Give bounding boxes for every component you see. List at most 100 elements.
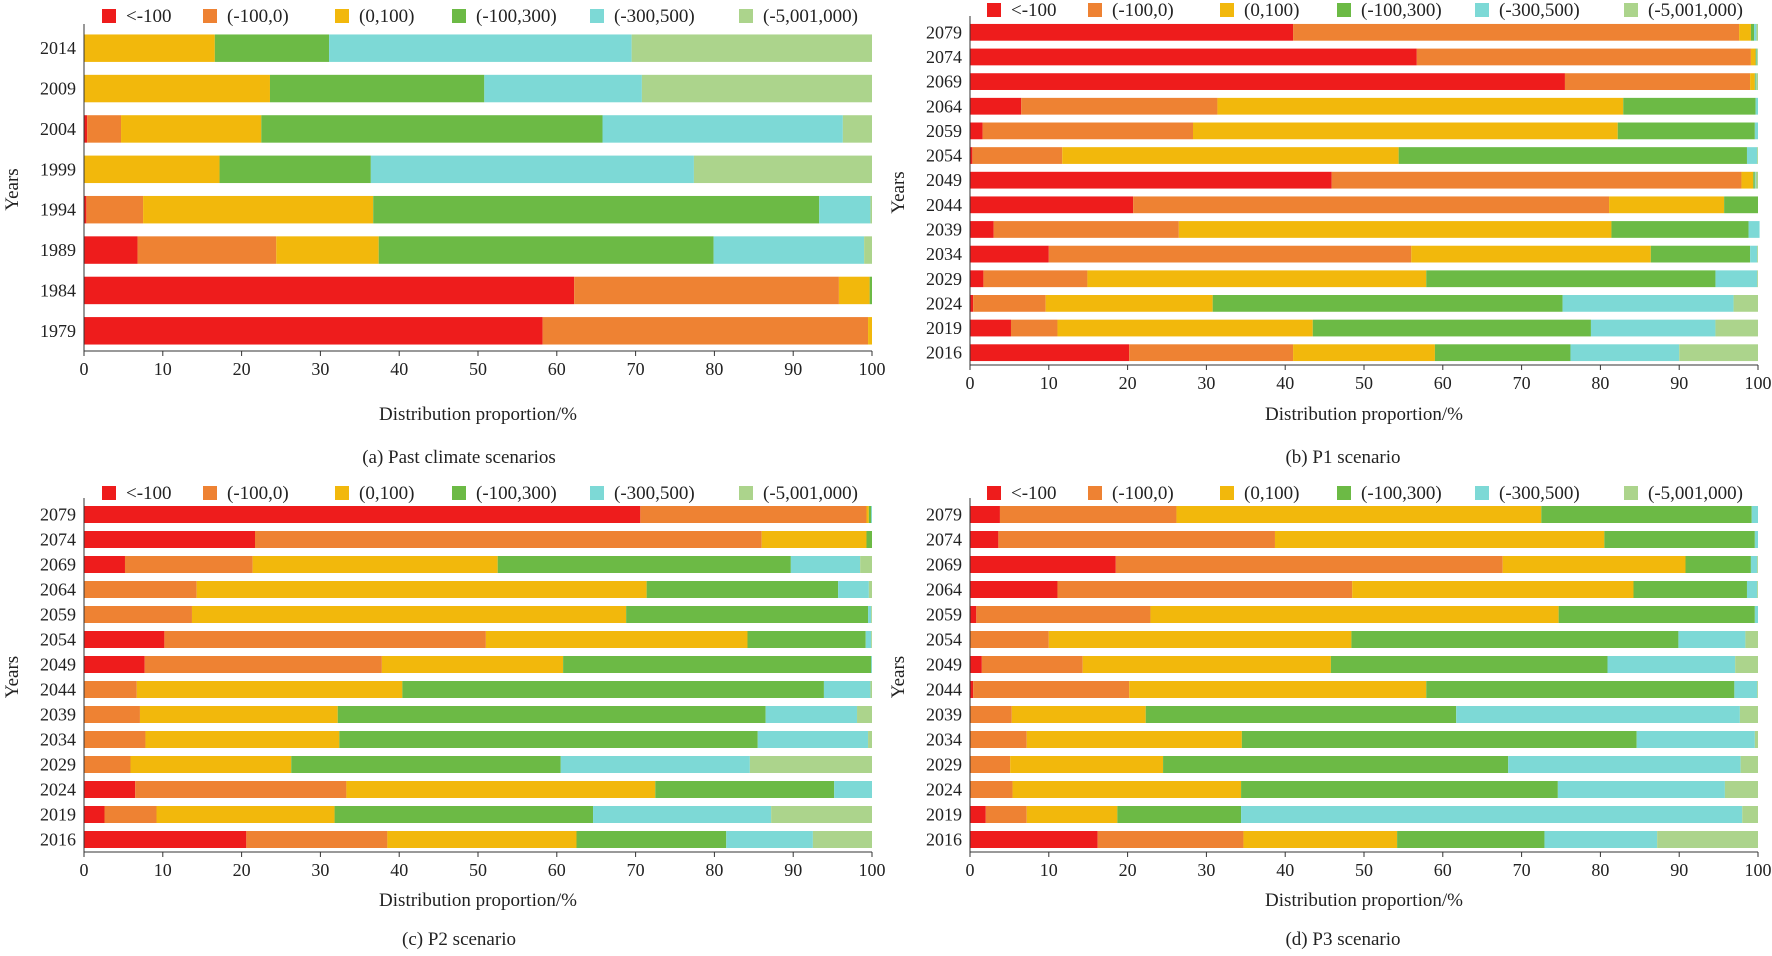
y-tick-label: 2029 bbox=[40, 755, 76, 775]
bar-segment bbox=[834, 781, 872, 798]
bar-segment bbox=[1757, 147, 1758, 164]
y-tick-label: 2069 bbox=[926, 555, 962, 575]
bar-segment bbox=[246, 831, 388, 848]
x-tick-label: 90 bbox=[784, 860, 802, 880]
legend-swatch bbox=[1624, 3, 1638, 17]
bar-segment bbox=[1426, 270, 1716, 288]
chart-panel-4: <-100 (-100,0) (0,100) (-100,300) (-300,500)… bbox=[888, 483, 1772, 950]
bar-segment bbox=[84, 74, 270, 103]
bar-segment bbox=[869, 276, 872, 305]
bar-segment bbox=[1502, 556, 1686, 573]
panel-caption: (b) P1 scenario bbox=[1285, 447, 1400, 468]
bar-segment bbox=[1129, 344, 1294, 362]
bar-segment bbox=[866, 531, 872, 548]
bar-segment bbox=[1757, 245, 1758, 263]
legend-label: (0,100) bbox=[1244, 483, 1299, 504]
y-tick-label: 1979 bbox=[40, 321, 76, 341]
y-tick-label: 2024 bbox=[40, 780, 76, 800]
y-tick-label: 2064 bbox=[40, 580, 76, 600]
bar-segment bbox=[1557, 781, 1725, 798]
y-tick-label: 2079 bbox=[926, 22, 962, 42]
bar-segment bbox=[871, 631, 872, 648]
bar-segment bbox=[970, 196, 1134, 214]
bar-segment bbox=[1133, 196, 1610, 214]
x-tick-label: 10 bbox=[1040, 860, 1058, 880]
bar-segment bbox=[747, 631, 866, 648]
y-tick-label: 2059 bbox=[40, 605, 76, 625]
bar-segment bbox=[269, 74, 485, 103]
bar-segment bbox=[640, 506, 867, 523]
legend-label: (0,100) bbox=[1244, 0, 1299, 21]
legend-swatch bbox=[739, 486, 753, 500]
bar-segment bbox=[1678, 631, 1746, 648]
bar-segment bbox=[1176, 506, 1542, 523]
bar-segment bbox=[156, 806, 335, 823]
bar-segment bbox=[144, 656, 382, 673]
bar-segment bbox=[970, 122, 983, 140]
y-axis-title: Years bbox=[2, 656, 23, 698]
bar-segment bbox=[1117, 806, 1242, 823]
bar-segment bbox=[255, 531, 762, 548]
bar-segment bbox=[339, 731, 758, 748]
bar-segment bbox=[1623, 97, 1756, 115]
bar-segment bbox=[84, 155, 220, 184]
bar-segment bbox=[970, 97, 1022, 115]
legend-swatch bbox=[102, 486, 116, 500]
bar-segment bbox=[329, 34, 632, 62]
bar-segment bbox=[1735, 656, 1758, 673]
bar-segment bbox=[1750, 73, 1755, 90]
bar-segment bbox=[1217, 97, 1624, 115]
bar-segment bbox=[1508, 756, 1741, 773]
x-axis-title: Distribution proportion/% bbox=[1265, 890, 1463, 911]
bar-segment bbox=[993, 221, 1179, 238]
legend-swatch bbox=[1475, 3, 1489, 17]
bar-segment bbox=[1733, 295, 1758, 312]
bar-segment bbox=[1750, 23, 1755, 41]
y-tick-label: 2034 bbox=[926, 730, 962, 750]
bar-segment bbox=[970, 581, 1058, 598]
panel-caption: (d) P3 scenario bbox=[1285, 929, 1400, 950]
bar-segment bbox=[983, 270, 1088, 288]
y-tick-label: 2069 bbox=[40, 555, 76, 575]
bar-segment bbox=[84, 34, 215, 62]
y-tick-label: 2049 bbox=[926, 170, 962, 190]
legend-label: (-100,300) bbox=[476, 483, 557, 504]
bar-segment bbox=[864, 236, 872, 264]
y-tick-label: 2044 bbox=[926, 195, 962, 215]
bar-segment bbox=[87, 115, 122, 143]
bar-segment bbox=[1062, 147, 1399, 164]
y-tick-label: 2039 bbox=[926, 705, 962, 725]
bar-segment bbox=[84, 806, 105, 823]
bar-segment bbox=[871, 606, 872, 623]
x-tick-label: 40 bbox=[1276, 373, 1294, 393]
bar-segment bbox=[1243, 831, 1398, 848]
bar-segment bbox=[970, 781, 1013, 798]
bar-segment bbox=[970, 631, 1049, 648]
bar-segment bbox=[1011, 706, 1146, 723]
x-tick-label: 90 bbox=[784, 359, 802, 379]
bar-segment bbox=[1274, 531, 1605, 548]
y-tick-label: 2079 bbox=[926, 505, 962, 525]
bar-segment bbox=[84, 631, 165, 648]
x-tick-label: 0 bbox=[966, 373, 975, 393]
bar-segment bbox=[1087, 270, 1427, 288]
y-tick-label: 2019 bbox=[926, 318, 962, 338]
y-tick-label: 2009 bbox=[40, 79, 76, 99]
bar-segment bbox=[693, 155, 872, 184]
chart-panel-2: <-100 (-100,0) (0,100) (-100,300) (-300,500)… bbox=[888, 0, 1772, 468]
bar-segment bbox=[84, 706, 140, 723]
bar-segment bbox=[1351, 631, 1679, 648]
bar-segment bbox=[1607, 656, 1736, 673]
legend-swatch bbox=[203, 9, 217, 23]
y-tick-label: 2074 bbox=[40, 530, 76, 550]
legend-label: (-100,300) bbox=[476, 6, 557, 27]
bar-segment bbox=[970, 73, 1565, 90]
y-tick-label: 2029 bbox=[926, 755, 962, 775]
x-tick-label: 60 bbox=[548, 359, 566, 379]
bar-segment bbox=[970, 221, 994, 238]
bar-segment bbox=[84, 656, 145, 673]
bar-segment bbox=[1754, 122, 1758, 140]
bar-segment bbox=[1679, 344, 1758, 362]
bar-segment bbox=[196, 581, 647, 598]
legend-swatch bbox=[1088, 486, 1102, 500]
